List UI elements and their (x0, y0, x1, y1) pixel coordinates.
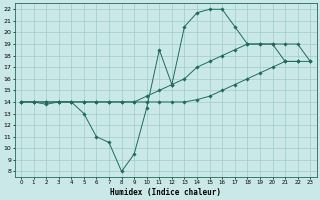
X-axis label: Humidex (Indice chaleur): Humidex (Indice chaleur) (110, 188, 221, 197)
